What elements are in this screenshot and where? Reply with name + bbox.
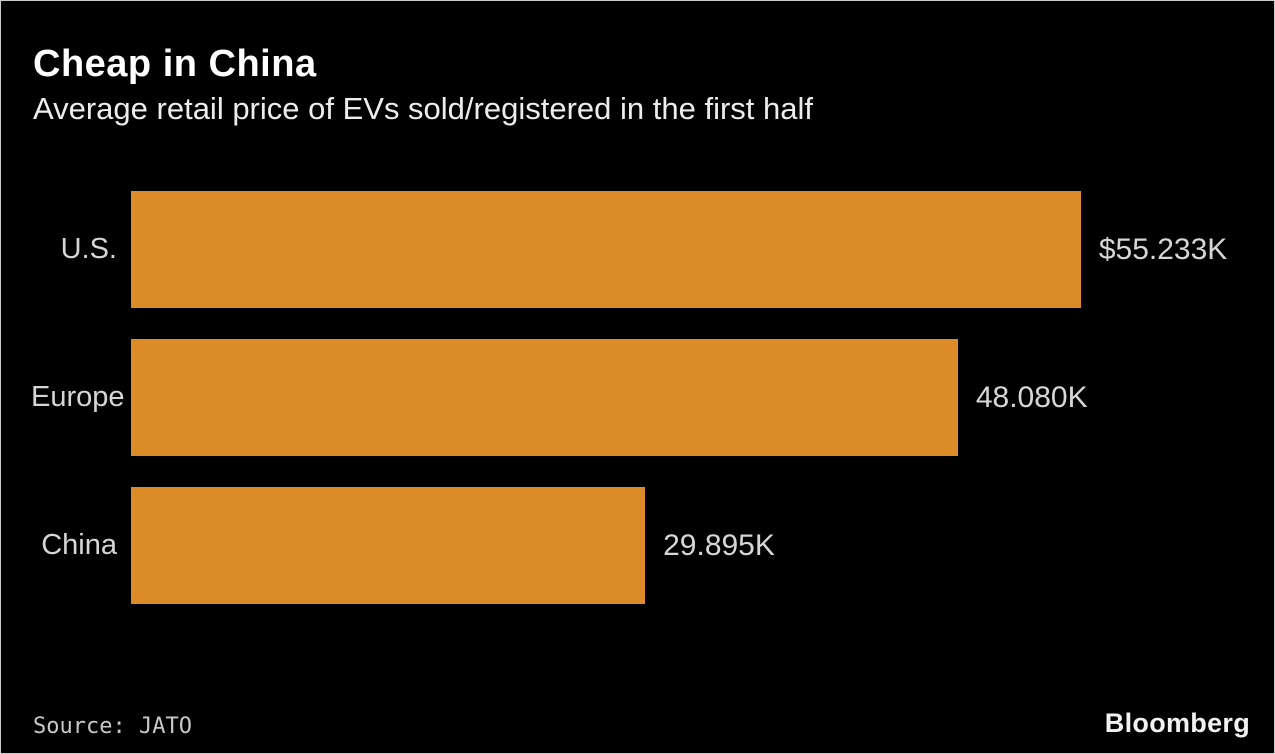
bloomberg-logo: Bloomberg [1104, 708, 1250, 738]
bar-zone-europe: 48.080K [131, 339, 1274, 456]
bar-zone-china: 29.895K [131, 487, 1274, 604]
chart-header: Cheap in China Average retail price of E… [1, 1, 1274, 129]
value-label-china: 29.895K [663, 528, 775, 562]
bar-china [131, 487, 646, 604]
bar-row-china: China 29.895K [31, 487, 1274, 604]
bar-us [131, 191, 1081, 308]
bar-europe [131, 339, 958, 456]
chart-title: Cheap in China [33, 43, 317, 85]
value-label-europe: 48.080K [975, 380, 1088, 414]
bar-zone-us: $55.233K [131, 191, 1274, 308]
chart-subtitle: Average retail price of EVs sold/registe… [33, 91, 813, 126]
source-attribution: Source: JATO [33, 714, 192, 739]
bar-row-us: U.S. $55.233K [31, 191, 1274, 308]
category-label-china: China [41, 529, 117, 561]
category-label-europe: Europe [31, 381, 125, 413]
chart-footer: Source: JATO Bloomberg [33, 708, 1250, 739]
bar-chart-plot-area: U.S. $55.233K Europe 48.080K China 29.89… [31, 191, 1274, 635]
bar-row-europe: Europe 48.080K [31, 339, 1274, 456]
value-label-us: $55.233K [1098, 232, 1228, 266]
category-label-us: U.S. [60, 233, 117, 265]
